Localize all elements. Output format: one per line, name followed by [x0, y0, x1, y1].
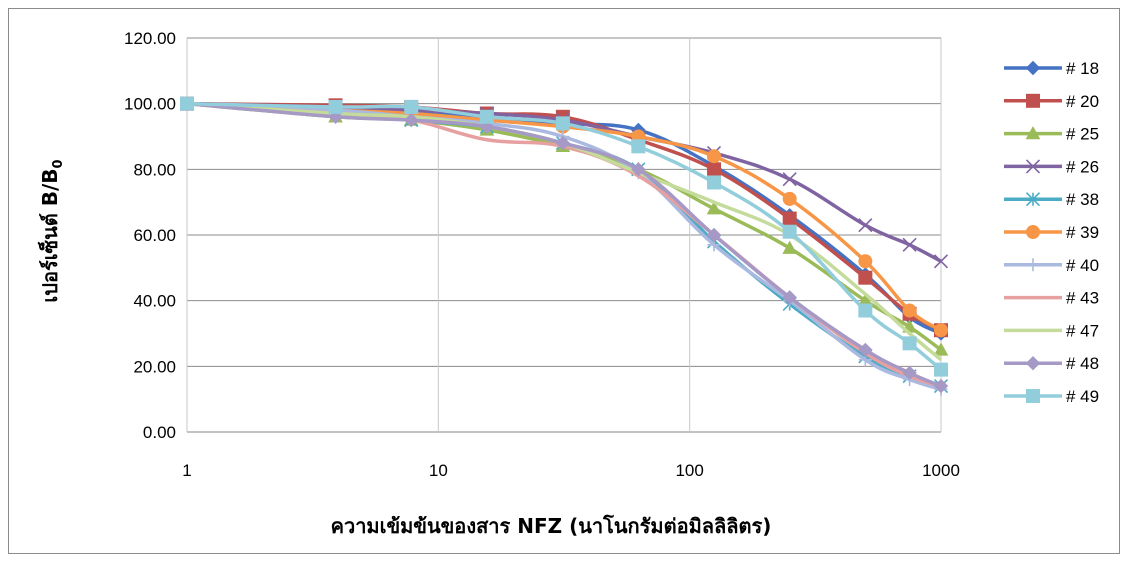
data-point: [706, 227, 722, 243]
legend-label: # 43: [1066, 289, 1099, 308]
series-line: [186, 101, 943, 362]
legend-item: # 20: [1004, 92, 1099, 111]
data-point: [858, 218, 873, 233]
data-point: [707, 149, 722, 164]
legend-item: # 47: [1004, 321, 1099, 340]
legend-marker: [1026, 389, 1040, 403]
data-point: [933, 342, 949, 356]
data-point: [934, 323, 948, 338]
y-tick-label: 60.00: [133, 226, 176, 245]
data-point: [902, 303, 917, 318]
legend-marker: [1025, 192, 1041, 207]
y-tick-label: 40.00: [133, 292, 176, 311]
data-point: [328, 99, 343, 114]
data-point: [707, 175, 722, 190]
series-48: [179, 96, 949, 394]
data-point: [934, 362, 948, 377]
y-axis-label: เปอร์เซ็นต์ B/B0: [37, 159, 66, 302]
data-point: [858, 342, 873, 358]
data-point: [706, 201, 722, 215]
gridlines: [186, 37, 942, 433]
y-tick-label: 0.00: [143, 423, 176, 442]
legend-label: # 48: [1066, 354, 1099, 373]
legend-label: # 20: [1066, 92, 1099, 111]
series-18: [179, 96, 949, 341]
x-tick-label: 10: [429, 461, 448, 480]
legend-item: # 18: [1004, 59, 1099, 78]
y-tick-label: 120.00: [124, 29, 176, 48]
y-tick-label: 20.00: [133, 357, 176, 376]
data-point: [631, 139, 646, 154]
legend-item: # 49: [1004, 387, 1099, 406]
y-axis-label-main: เปอร์เซ็นต์ B/B: [37, 168, 62, 302]
data-point: [933, 254, 949, 269]
data-point: [555, 116, 570, 131]
data-point: [707, 162, 722, 177]
legend-marker: [1025, 355, 1041, 371]
y-axis-ticks: 0.00 20.00 40.00 60.00 80.00 100.00 120.00: [124, 29, 176, 442]
x-tick-label: 1000: [922, 461, 960, 480]
x-tick-label: 1: [182, 461, 191, 480]
legend-label: # 40: [1066, 256, 1099, 275]
data-point: [631, 162, 646, 177]
legend-marker: [1025, 126, 1041, 140]
legend-label: # 18: [1066, 59, 1099, 78]
legend-label: # 25: [1066, 125, 1099, 144]
legend-marker: [1026, 93, 1040, 108]
legend-item: # 48: [1004, 354, 1099, 373]
legend-marker: [1025, 60, 1041, 76]
data-point: [902, 336, 917, 351]
line-chart: 0.00 20.00 40.00 60.00 80.00 100.00 120.00 1 10…: [37, 29, 1099, 538]
data-point: [180, 96, 194, 111]
legend-marker: [1025, 159, 1041, 174]
series-group: [179, 96, 949, 396]
y-tick-label: 100.00: [124, 95, 176, 114]
legend-label: # 49: [1066, 387, 1099, 406]
x-axis-ticks: 1 10 100 1000: [182, 461, 960, 480]
legend-item: # 43: [1004, 289, 1099, 308]
data-point: [782, 240, 798, 254]
data-point: [782, 172, 797, 187]
data-point: [858, 270, 873, 285]
data-point: [933, 378, 949, 394]
data-point: [902, 237, 917, 252]
legend: # 18 # 20 # 25 # 26 # 38 # 39 # 40 # 43 # 47 # 48…: [1004, 59, 1099, 406]
data-point: [782, 191, 797, 206]
data-point: [782, 290, 797, 305]
legend-item: # 26: [1004, 157, 1099, 176]
legend-item: # 25: [1004, 125, 1099, 144]
data-point: [782, 211, 797, 226]
data-point: [858, 303, 873, 318]
data-point: [404, 99, 419, 114]
legend-item: # 40: [1004, 256, 1099, 275]
data-point: [858, 254, 873, 269]
legend-label: # 47: [1066, 321, 1099, 340]
legend-item: # 38: [1004, 190, 1099, 209]
data-point: [555, 135, 571, 151]
chart-frame: 0.00 20.00 40.00 60.00 80.00 100.00 120.00 1 10…: [8, 8, 1120, 554]
legend-label: # 38: [1066, 190, 1099, 209]
y-axis-label-subscript: 0: [51, 159, 66, 168]
legend-label: # 26: [1066, 157, 1099, 176]
data-point: [782, 224, 797, 239]
x-axis-label: ความเข้มข้นของสาร NFZ (นาโนกรัมต่อมิลลิล…: [331, 514, 772, 538]
data-point: [479, 109, 494, 124]
legend-label: # 39: [1066, 223, 1099, 242]
series-49: [180, 96, 948, 377]
series-47: [186, 101, 943, 362]
legend-marker: [1026, 225, 1040, 239]
legend-item: # 39: [1004, 223, 1099, 242]
y-tick-label: 80.00: [133, 160, 176, 179]
x-tick-label: 100: [675, 461, 703, 480]
data-point: [404, 112, 419, 128]
data-point: [902, 365, 917, 381]
legend-marker: [1026, 258, 1040, 272]
